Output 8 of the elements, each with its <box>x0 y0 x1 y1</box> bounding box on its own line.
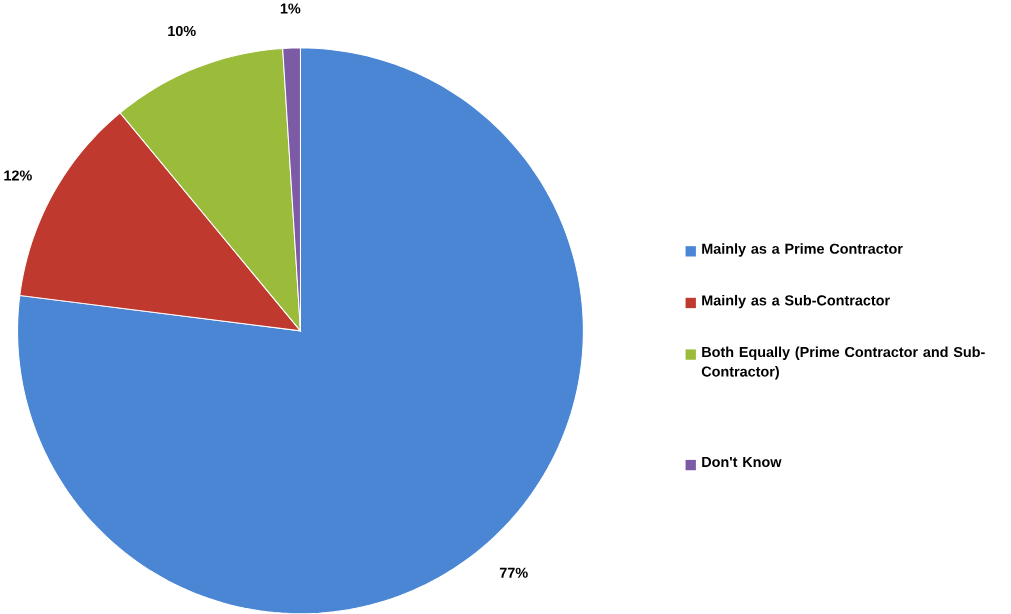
data-label: 77% <box>499 567 528 578</box>
legend-label: Don't Know <box>702 456 782 467</box>
data-label: 10% <box>168 25 196 36</box>
legend-label: Both Equally (Prime Contractor and Sub-Contractor) <box>701 346 985 380</box>
legend-label: Mainly as a Sub-Contractor <box>702 294 890 309</box>
legend-label: Mainly as a Prime Contractor <box>702 243 903 257</box>
data-label: 1% <box>280 3 301 14</box>
data-label: 12% <box>4 170 32 181</box>
